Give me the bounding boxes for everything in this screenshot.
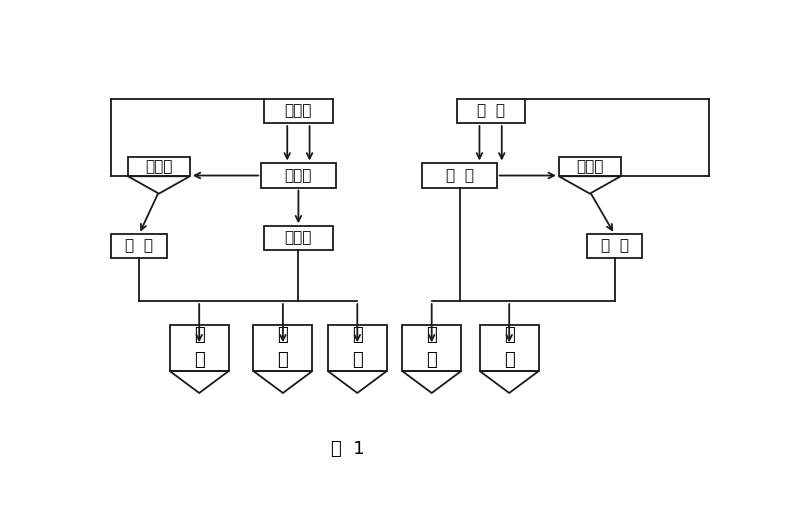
Bar (264, 226, 333, 249)
Bar (558, 157, 621, 176)
Text: 小
粒: 小 粒 (352, 326, 362, 369)
Text: 大
粒: 大 粒 (194, 326, 205, 369)
Polygon shape (402, 371, 461, 393)
Polygon shape (480, 371, 538, 393)
Bar (264, 99, 333, 123)
Polygon shape (170, 371, 229, 393)
Bar (422, 163, 497, 188)
Bar (170, 324, 229, 371)
Bar (128, 157, 190, 176)
Text: 中
粒: 中 粒 (278, 326, 288, 369)
Bar (480, 324, 538, 371)
Text: 石油焦: 石油焦 (285, 104, 312, 119)
Bar (254, 324, 312, 371)
Text: 筛  分: 筛 分 (446, 168, 474, 183)
Text: 大
粒: 大 粒 (426, 326, 437, 369)
Bar (262, 163, 336, 188)
Text: 筛上料: 筛上料 (146, 160, 173, 174)
Bar (111, 234, 167, 258)
Text: 破  碎: 破 碎 (125, 238, 153, 254)
Text: 一层筛: 一层筛 (285, 168, 312, 183)
Bar (402, 324, 461, 371)
Polygon shape (254, 371, 312, 393)
Text: 图  1: 图 1 (331, 440, 365, 458)
Polygon shape (558, 176, 621, 194)
Polygon shape (328, 371, 386, 393)
Text: 二层筛: 二层筛 (285, 231, 312, 245)
Polygon shape (128, 176, 190, 194)
Text: 破  碎: 破 碎 (601, 238, 629, 254)
Bar (586, 234, 642, 258)
Text: 残  极: 残 极 (477, 104, 505, 119)
Bar (328, 324, 386, 371)
Text: 小
粒: 小 粒 (504, 326, 514, 369)
Text: 筛上料: 筛上料 (576, 160, 603, 174)
Bar (457, 99, 525, 123)
